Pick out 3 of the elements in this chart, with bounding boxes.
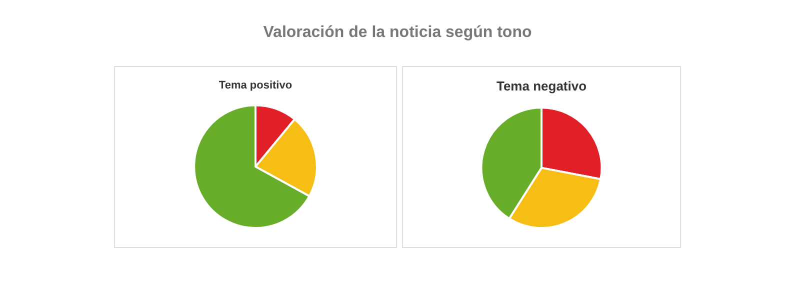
chart-title: Tema positivo	[218, 80, 292, 92]
text: Valoración de la noticia según tono	[262, 24, 533, 42]
chart-title: Tema negativo	[496, 78, 587, 94]
